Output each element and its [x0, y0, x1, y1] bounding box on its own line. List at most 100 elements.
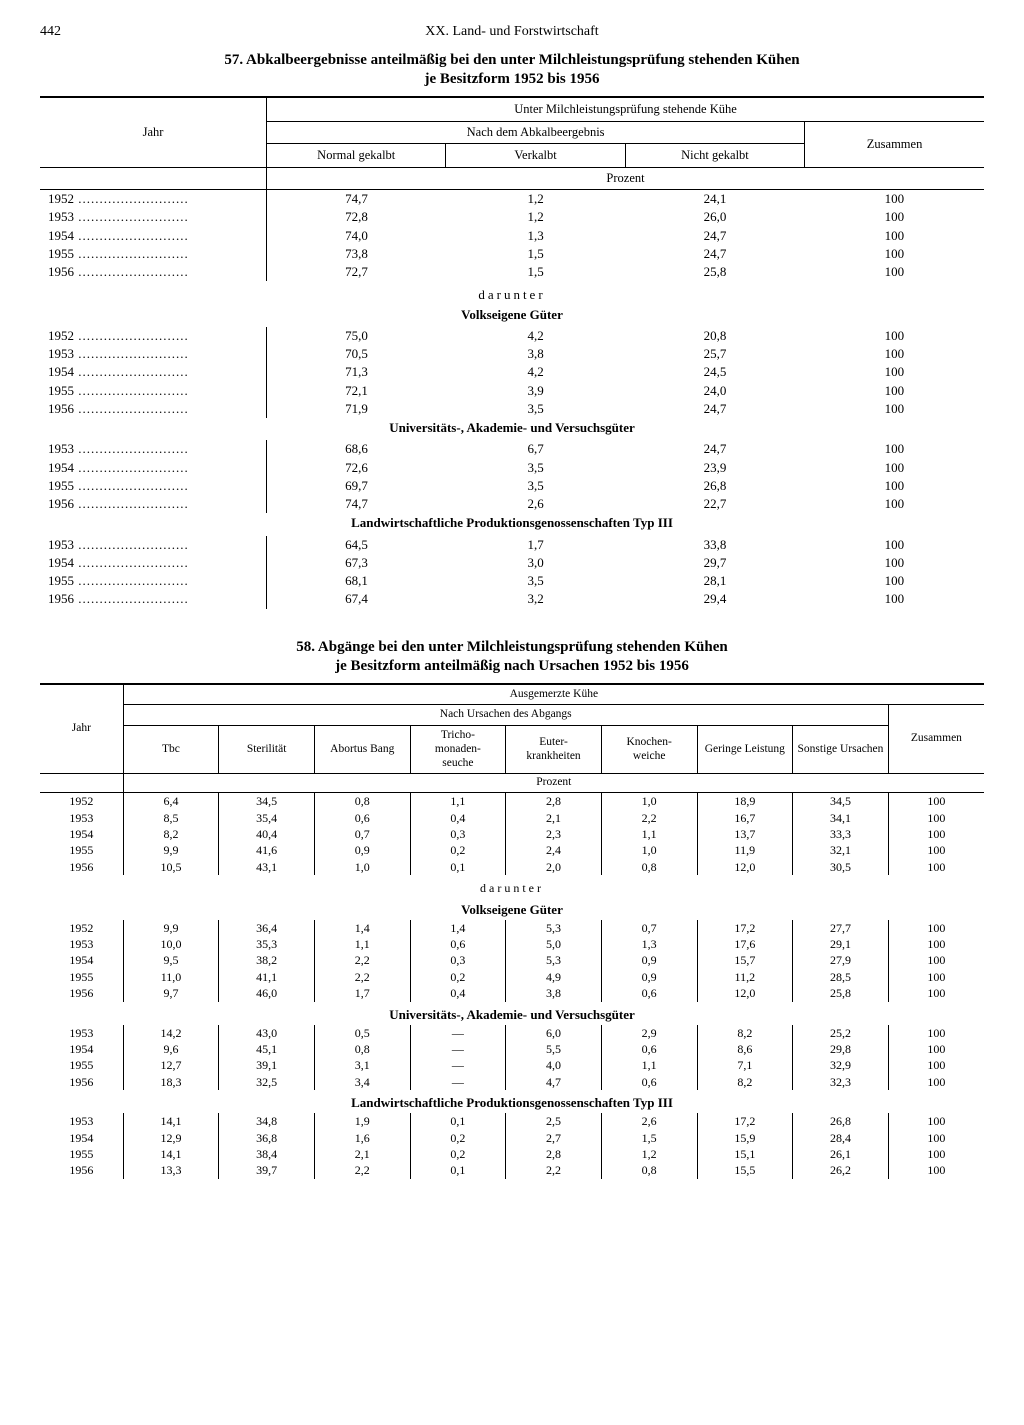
data-cell: 100: [888, 936, 984, 952]
data-cell: 1,4: [314, 920, 410, 936]
data-cell: 1,0: [601, 842, 697, 858]
data-cell: 2,2: [314, 1162, 410, 1178]
data-cell: 28,5: [793, 969, 889, 985]
data-cell: 25,7: [625, 345, 804, 363]
table-row: 195512,739,13,1—4,01,17,132,9100: [40, 1057, 984, 1073]
data-cell: 20,8: [625, 327, 804, 345]
data-cell: 74,7: [267, 190, 446, 209]
data-cell: 15,9: [697, 1130, 793, 1146]
col-year: Jahr: [40, 97, 267, 168]
data-cell: 72,7: [267, 263, 446, 281]
data-cell: 6,0: [506, 1025, 602, 1041]
year-cell: 1956 ..........................: [40, 263, 267, 281]
data-cell: 11,2: [697, 969, 793, 985]
data-cell: 27,9: [793, 952, 889, 968]
table-row: 19559,941,60,90,22,41,011,932,1100: [40, 842, 984, 858]
data-cell: —: [410, 1074, 506, 1090]
data-cell: 74,7: [267, 495, 446, 513]
data-cell: 9,9: [123, 842, 219, 858]
data-cell: 9,5: [123, 952, 219, 968]
table-row: 19538,535,40,60,42,12,216,734,1100: [40, 810, 984, 826]
unit-label: Prozent: [123, 774, 984, 793]
span-top: Unter Milchleistungsprüfung stehende Küh…: [267, 97, 984, 122]
table-row: 19569,746,01,70,43,80,612,025,8100: [40, 985, 984, 1001]
table-row: 1954 ..........................72,63,523…: [40, 459, 984, 477]
data-cell: 0,8: [314, 793, 410, 810]
data-cell: 0,1: [410, 859, 506, 875]
page-number: 442: [40, 24, 100, 40]
year-cell: 1954 ..........................: [40, 227, 267, 245]
data-cell: 24,5: [625, 363, 804, 381]
data-cell: 11,9: [697, 842, 793, 858]
year-cell: 1956 ..........................: [40, 400, 267, 418]
section-heading: Landwirtschaftliche Produktionsgenossens…: [40, 513, 984, 535]
data-cell: 8,2: [697, 1074, 793, 1090]
data-cell: 13,3: [123, 1162, 219, 1178]
data-cell: 69,7: [267, 477, 446, 495]
year-cell: 1952: [40, 793, 123, 810]
year-cell: 1952 ..........................: [40, 190, 267, 209]
year-cell: 1956: [40, 985, 123, 1001]
data-cell: 68,1: [267, 572, 446, 590]
table-row: 1956 ..........................71,93,524…: [40, 400, 984, 418]
data-cell: 14,1: [123, 1146, 219, 1162]
chapter-title: XX. Land- und Forstwirtschaft: [100, 24, 924, 40]
table57-title-line2: je Besitzform 1952 bis 1956: [40, 71, 984, 88]
data-cell: 3,0: [446, 554, 625, 572]
data-cell: 36,4: [219, 920, 315, 936]
data-cell: 100: [805, 536, 984, 554]
table-row: 195514,138,42,10,22,81,215,126,1100: [40, 1146, 984, 1162]
data-cell: 12,9: [123, 1130, 219, 1146]
data-cell: 12,0: [697, 859, 793, 875]
data-cell: 26,8: [793, 1113, 889, 1129]
data-cell: 28,4: [793, 1130, 889, 1146]
data-cell: 2,3: [506, 826, 602, 842]
data-cell: 100: [805, 495, 984, 513]
table-row: 19526,434,50,81,12,81,018,934,5100: [40, 793, 984, 810]
data-cell: 100: [888, 969, 984, 985]
data-cell: 0,6: [314, 810, 410, 826]
data-cell: 3,5: [446, 477, 625, 495]
year-cell: 1955: [40, 969, 123, 985]
data-cell: 0,6: [601, 1041, 697, 1057]
data-cell: 64,5: [267, 536, 446, 554]
data-cell: 34,8: [219, 1113, 315, 1129]
data-cell: 26,8: [625, 477, 804, 495]
year-cell: 1955: [40, 842, 123, 858]
col-header: Tricho-monaden-seuche: [410, 726, 506, 774]
data-cell: 4,2: [446, 327, 625, 345]
data-cell: 15,7: [697, 952, 793, 968]
data-cell: 100: [805, 190, 984, 209]
data-cell: 39,1: [219, 1057, 315, 1073]
data-cell: 1,0: [314, 859, 410, 875]
data-cell: 0,7: [601, 920, 697, 936]
col-header: Sonstige Ursachen: [793, 726, 889, 774]
data-cell: 1,3: [446, 227, 625, 245]
data-cell: 67,4: [267, 590, 446, 608]
data-cell: 3,5: [446, 459, 625, 477]
year-cell: 1953: [40, 936, 123, 952]
table-row: 195314,134,81,90,12,52,617,226,8100: [40, 1113, 984, 1129]
year-cell: 1955 ..........................: [40, 477, 267, 495]
table-row: 1953 ..........................70,53,825…: [40, 345, 984, 363]
data-cell: 100: [888, 1113, 984, 1129]
data-cell: 100: [805, 382, 984, 400]
span-mid: Nach Ursachen des Abgangs: [123, 705, 888, 726]
col-header: Euter-krankheiten: [506, 726, 602, 774]
data-cell: 34,5: [793, 793, 889, 810]
col-header: Geringe Leistung: [697, 726, 793, 774]
data-cell: 1,5: [446, 263, 625, 281]
data-cell: 2,2: [314, 969, 410, 985]
data-cell: 4,7: [506, 1074, 602, 1090]
data-cell: 100: [888, 842, 984, 858]
data-cell: 4,2: [446, 363, 625, 381]
table57-title-line1: 57. Abkalbeergebnisse anteilmäßig bei de…: [40, 52, 984, 69]
table-row: 1955 ..........................72,13,924…: [40, 382, 984, 400]
unit-label: Prozent: [267, 168, 984, 190]
data-cell: 35,3: [219, 936, 315, 952]
data-cell: 38,2: [219, 952, 315, 968]
data-cell: 17,2: [697, 920, 793, 936]
data-cell: 3,2: [446, 590, 625, 608]
table-row: 195511,041,12,20,24,90,911,228,5100: [40, 969, 984, 985]
data-cell: 9,6: [123, 1041, 219, 1057]
